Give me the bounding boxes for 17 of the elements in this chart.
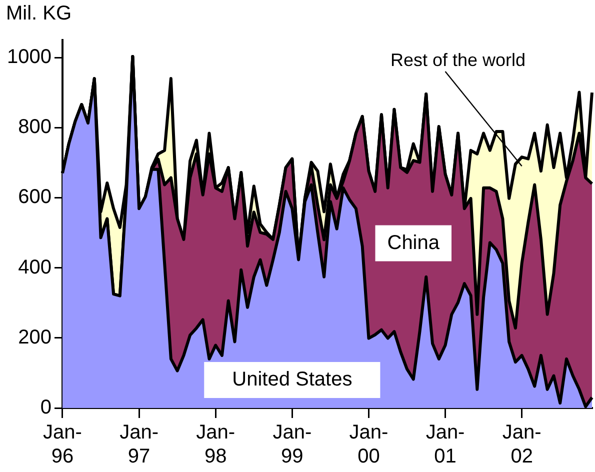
x-tick-label: Jan-97 [120, 422, 158, 468]
y-tick-label: 1000 [6, 46, 52, 68]
y-tick-label: 200 [18, 326, 52, 348]
x-tick-label: Jan-01 [426, 422, 465, 468]
y-tick-label: 0 [40, 396, 52, 419]
x-tick-label: Jan-99 [272, 422, 312, 468]
y-tick-label: 800 [18, 116, 52, 138]
text: Rest of the world [390, 50, 526, 70]
y-axis-title: Mil. KG [6, 2, 72, 25]
x-tick-label: Jan-98 [196, 422, 236, 468]
y-tick-label: 400 [18, 256, 52, 278]
x-tick-label: Jan-02 [502, 422, 542, 468]
y-tick-label: 600 [18, 186, 52, 208]
x-tick-label: Jan-96 [43, 422, 82, 468]
x-tick-label: Jan-00 [349, 422, 388, 468]
series-label: China [387, 232, 440, 254]
series-label: United States [232, 368, 352, 390]
